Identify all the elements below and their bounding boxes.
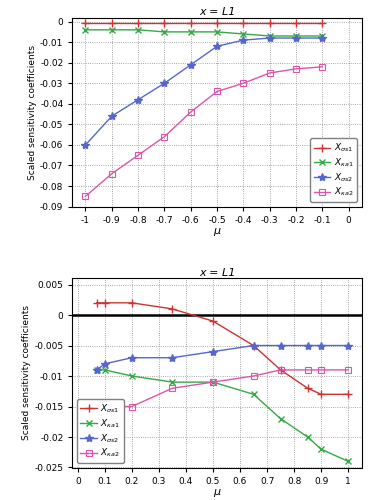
- Y-axis label: Scaled sensitivity coefficients: Scaled sensitivity coefficients: [22, 306, 32, 440]
- X-axis label: μ: μ: [213, 226, 221, 236]
- Title: x = L1: x = L1: [199, 268, 235, 278]
- Y-axis label: Scaled sensitivity coefficients: Scaled sensitivity coefficients: [28, 44, 37, 180]
- X-axis label: μ: μ: [213, 487, 221, 497]
- Legend: $X_{\sigma s1}$, $X_{\kappa a1}$, $X_{\sigma s2}$, $X_{\kappa a2}$: $X_{\sigma s1}$, $X_{\kappa a1}$, $X_{\s…: [77, 399, 124, 463]
- Title: x = L1: x = L1: [199, 6, 235, 16]
- Legend: $X_{\sigma s1}$, $X_{\kappa a1}$, $X_{\sigma s2}$, $X_{\kappa a2}$: $X_{\sigma s1}$, $X_{\kappa a1}$, $X_{\s…: [311, 138, 357, 202]
